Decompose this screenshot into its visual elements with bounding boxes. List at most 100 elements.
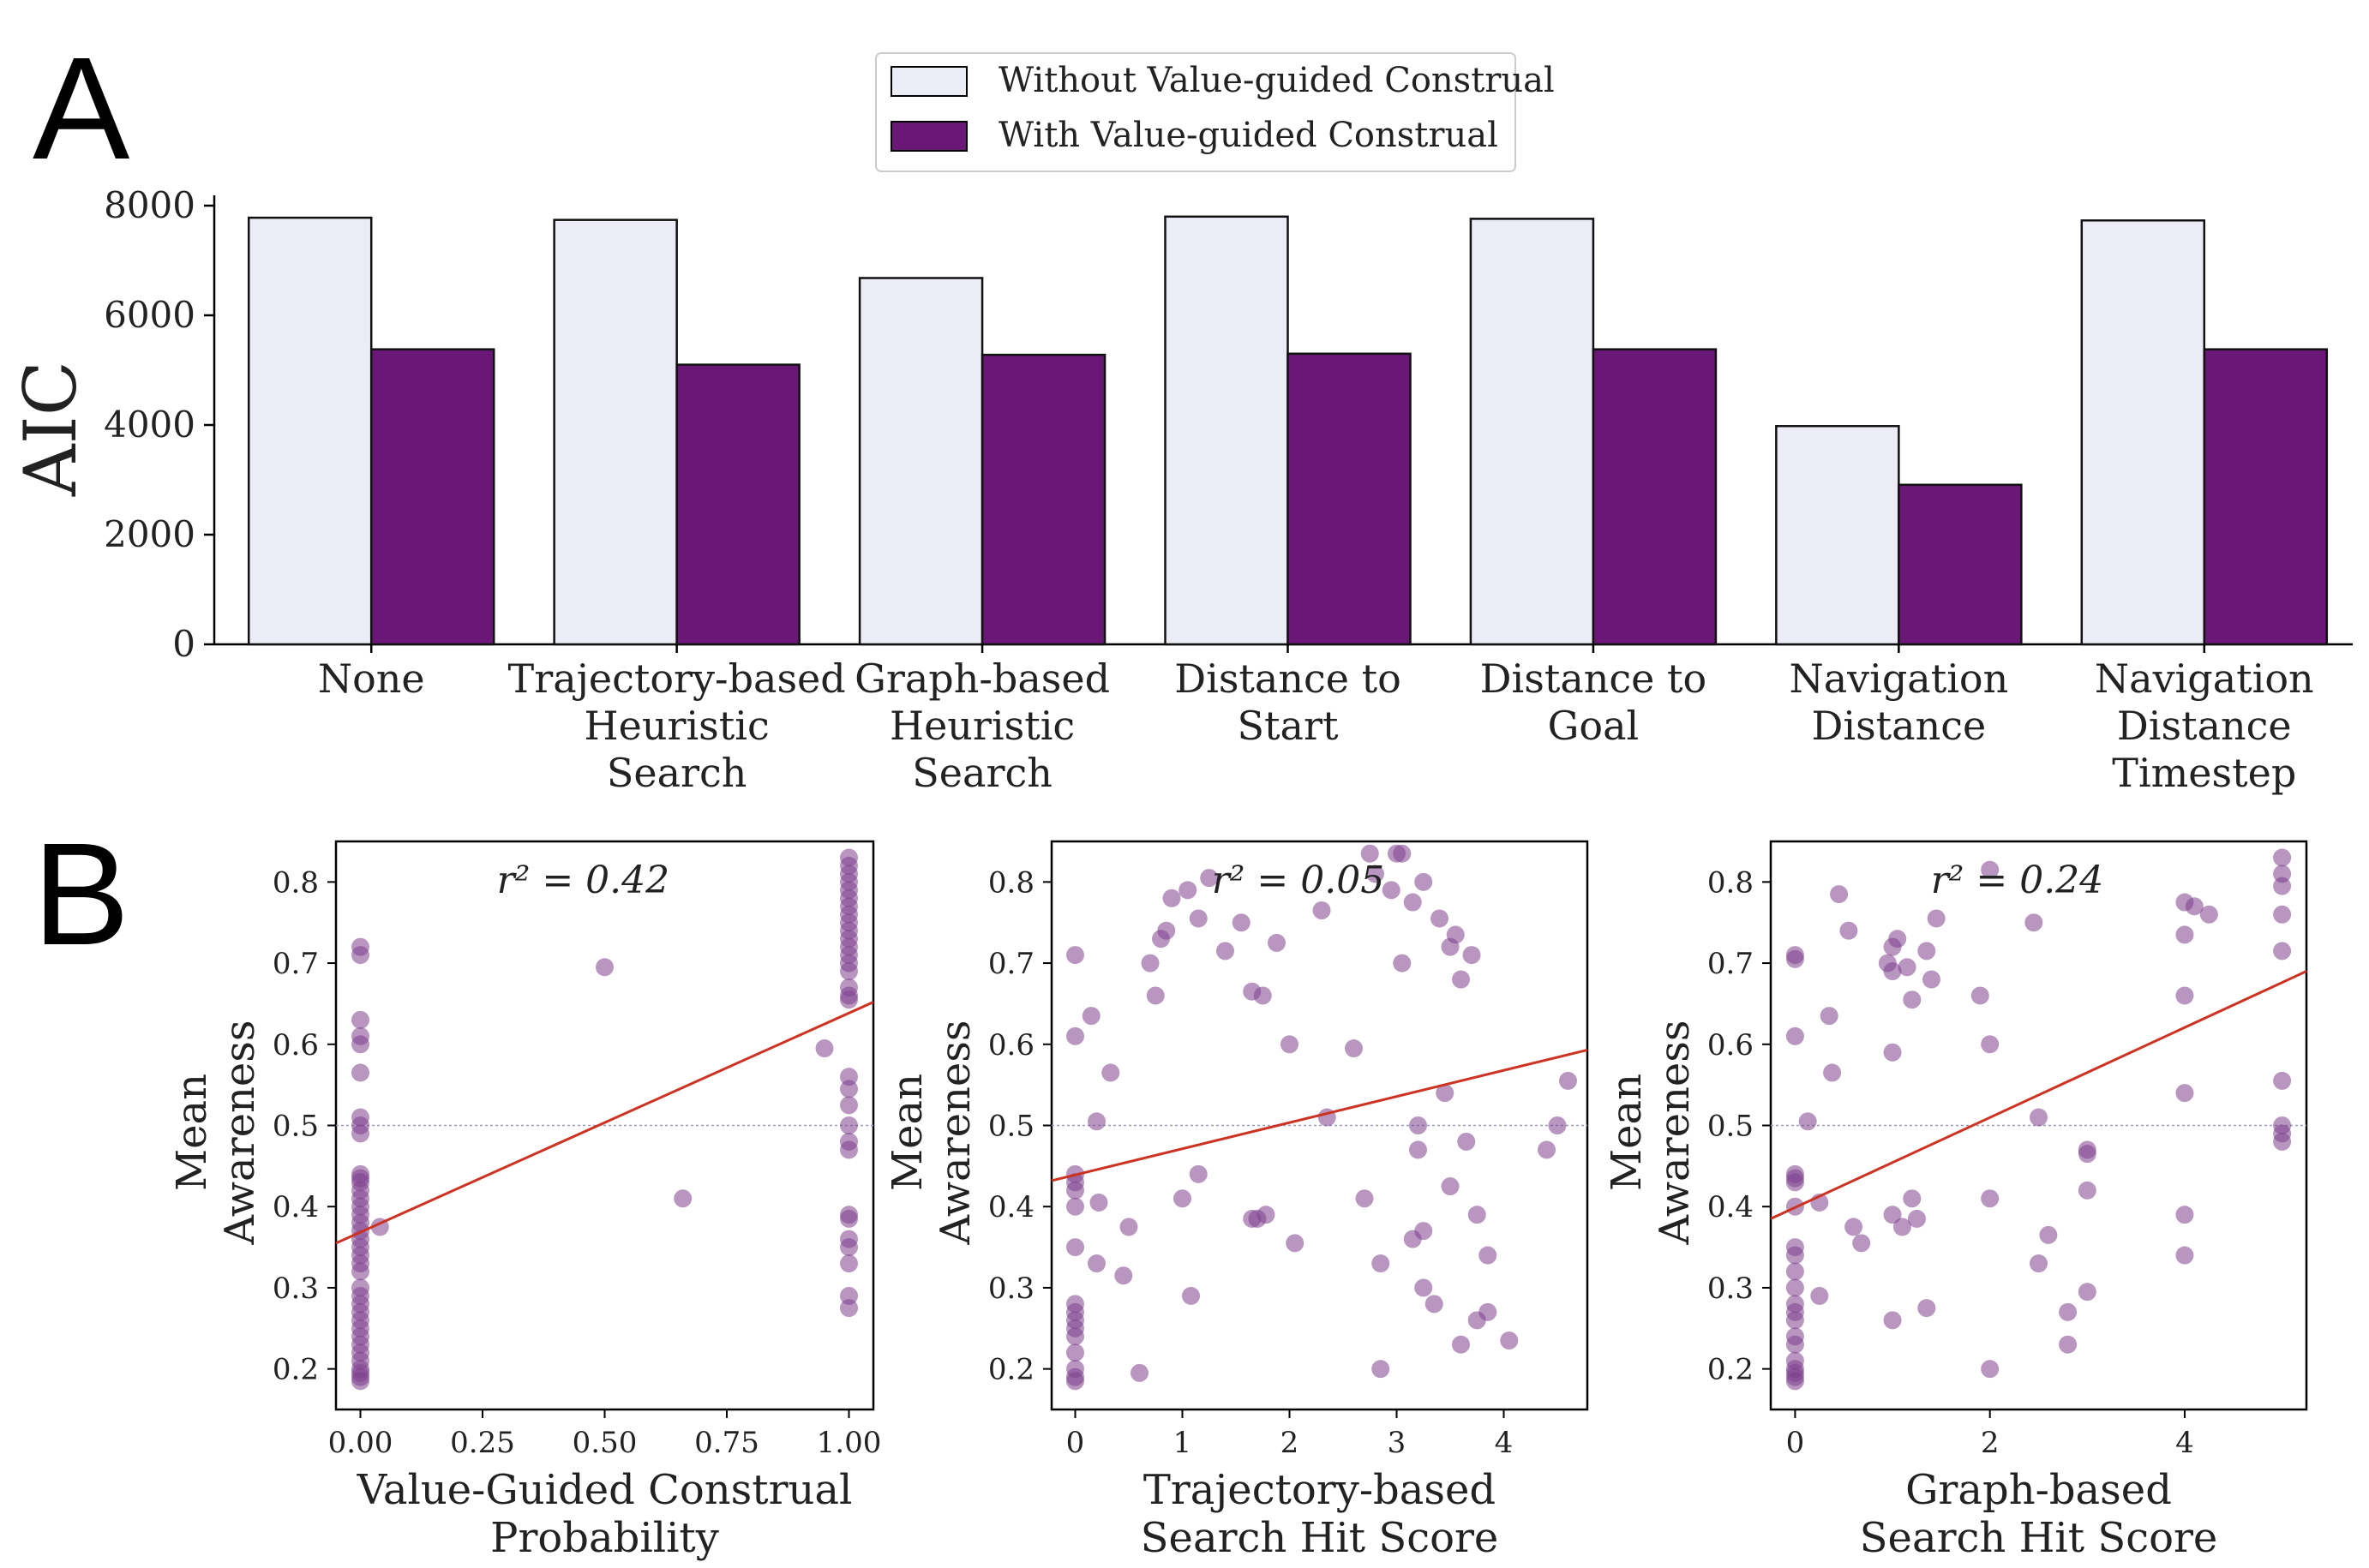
panel-a-label: A xyxy=(33,27,130,190)
scatter-point xyxy=(2273,848,2292,867)
scatter-point xyxy=(1839,921,1858,940)
scatter-point xyxy=(1088,1112,1106,1131)
legend-frame xyxy=(875,52,1516,172)
scatter-y-tick-label: 0.5 xyxy=(273,1110,319,1144)
scatter-point xyxy=(351,1035,369,1054)
scatter-point xyxy=(596,958,614,977)
bar-without xyxy=(2080,219,2206,646)
scatter-point xyxy=(1883,1206,1902,1224)
scatter-x-tick-label: 0.25 xyxy=(450,1426,515,1460)
scatter-point xyxy=(1088,1254,1106,1273)
scatter-point xyxy=(1089,1193,1108,1212)
scatter-point xyxy=(1066,1026,1084,1045)
scatter-point xyxy=(1538,1140,1556,1159)
scatter-point xyxy=(1981,1035,2000,1054)
scatter-x-tick-label: 1.00 xyxy=(817,1426,882,1460)
scatter-point xyxy=(2030,1108,2048,1127)
bar-category-label: None xyxy=(318,655,425,702)
scatter-point xyxy=(1173,1189,1191,1208)
scatter-point xyxy=(2175,1084,2194,1103)
scatter-point xyxy=(2030,1254,2048,1273)
scatter-y-tick-label: 0.8 xyxy=(273,865,319,900)
scatter-point xyxy=(1903,1189,1922,1208)
scatter-point xyxy=(2273,942,2292,961)
bar-category-label: Heuristic xyxy=(890,703,1075,749)
scatter-x-axis-title: Graph-based xyxy=(1905,1466,2172,1514)
scatter-point xyxy=(1366,865,1384,883)
scatter-point xyxy=(2273,877,2292,895)
scatter-point xyxy=(1141,954,1160,973)
scatter-point xyxy=(1430,909,1448,928)
bar-without xyxy=(1469,218,1595,646)
scatter-point xyxy=(1066,1344,1084,1362)
scatter-point xyxy=(1452,970,1470,989)
scatter-x-axis-title: Search Hit Score xyxy=(1860,1514,2218,1562)
scatter-point xyxy=(2078,1283,2096,1302)
scatter-point xyxy=(1970,986,1989,1005)
scatter-point xyxy=(1981,1189,2000,1208)
scatter-point xyxy=(1500,1331,1519,1350)
scatter-point xyxy=(1409,1116,1427,1134)
bar-category-label: Goal xyxy=(1548,703,1640,749)
bar-with xyxy=(675,363,801,646)
scatter-point xyxy=(840,1209,858,1228)
scatter-x-tick-label: 2 xyxy=(1280,1426,1299,1460)
scatter-point xyxy=(1785,1278,1804,1297)
bar-y-tick-label: 8000 xyxy=(104,184,195,226)
scatter-point xyxy=(2273,1071,2292,1090)
legend-label-without: Without Value-guided Construal xyxy=(999,61,1555,100)
scatter-point xyxy=(1360,844,1379,863)
scatter-graph-hit-score: 0.2 0.3 0.4 0.5 0.6 0.7 0.8 0 2 4 r² = 0.24 MeanAwa… xyxy=(1603,840,2308,1562)
scatter-point xyxy=(1883,1311,1902,1330)
bar-without xyxy=(1164,215,1289,646)
scatter-point xyxy=(840,962,858,981)
scatter-point xyxy=(1131,1363,1149,1382)
scatter-y-axis-title: MeanAwareness xyxy=(168,1020,264,1245)
scatter-point xyxy=(1182,1286,1200,1305)
scatter-point xyxy=(1785,1173,1804,1192)
scatter-point xyxy=(351,946,369,965)
scatter-point xyxy=(1101,1063,1120,1082)
scatter-x-axis-title: Probability xyxy=(490,1514,719,1562)
scatter-point xyxy=(1785,949,1804,968)
bar-category-label: Search xyxy=(607,750,747,796)
scatter-y-tick-label: 0.7 xyxy=(1707,947,1754,981)
scatter-x-tick-label: 3 xyxy=(1388,1426,1406,1460)
scatter-point xyxy=(2175,986,2194,1005)
scatter-point xyxy=(1785,1246,1804,1265)
bar-series xyxy=(247,215,2329,653)
legend-swatch-with xyxy=(891,121,968,152)
scatter-point xyxy=(1424,1295,1443,1314)
scatter-point xyxy=(1256,1206,1275,1224)
scatter-point xyxy=(1883,1043,1902,1062)
scatter-point xyxy=(1446,925,1465,944)
scatter-point xyxy=(2078,1181,2096,1200)
scatter-point xyxy=(1917,942,1936,961)
scatter-point xyxy=(351,1063,369,1082)
scatter-point xyxy=(1436,1084,1454,1103)
scatter-y-tick-label: 0.2 xyxy=(1707,1353,1754,1387)
scatter-point xyxy=(2175,1246,2194,1265)
scatter-point xyxy=(840,1140,858,1159)
r-squared-annotation: r² = 0.42 xyxy=(497,859,669,902)
scatter-point xyxy=(840,990,858,1009)
scatter-y-tick-label: 0.7 xyxy=(988,947,1035,981)
scatter-y-tick-label: 0.6 xyxy=(988,1028,1035,1062)
bar-category-label: Trajectory-based xyxy=(508,655,846,702)
scatter-point xyxy=(1903,990,1922,1009)
bar-y-tick-label: 0 xyxy=(172,623,195,665)
scatter-point xyxy=(1066,1372,1084,1391)
scatter-point xyxy=(1892,1218,1911,1236)
bar-category-label: Timestep xyxy=(2112,750,2296,796)
scatter-x-tick-label: 0.75 xyxy=(694,1426,759,1460)
scatter-trajectory-hit-score: 0.2 0.3 0.4 0.5 0.6 0.7 0.8 0 1 2 3 4 r² = 0.05 MeanA… xyxy=(884,840,1589,1562)
scatter-point xyxy=(1467,1206,1486,1224)
scatter-y-tick-label: 0.6 xyxy=(1707,1028,1754,1062)
scatter-point xyxy=(1981,860,2000,879)
scatter-point xyxy=(1382,881,1400,900)
scatter-y-tick-label: 0.3 xyxy=(1707,1272,1754,1306)
scatter-point xyxy=(1785,1311,1804,1330)
scatter-point xyxy=(351,1372,369,1391)
scatter-point xyxy=(1478,1302,1497,1321)
